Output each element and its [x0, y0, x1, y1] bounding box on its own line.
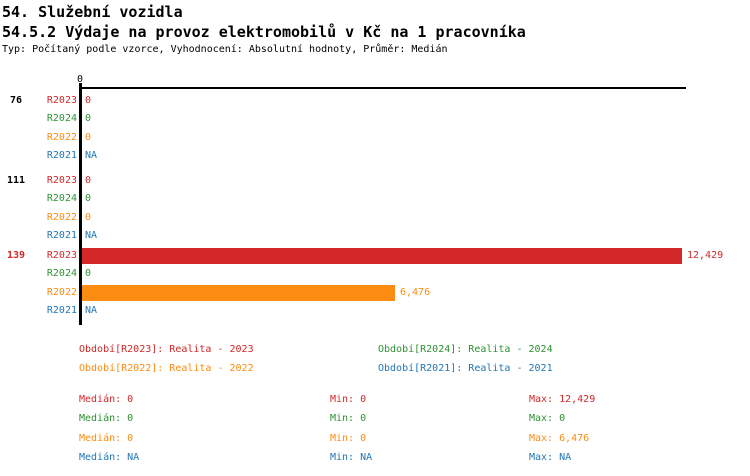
stat-min: Min: 0	[330, 413, 367, 424]
value-label: NA	[85, 230, 98, 241]
value-label: 0	[85, 193, 92, 204]
value-label: 0	[85, 113, 92, 124]
value-label: 12,429	[687, 250, 724, 261]
legend-item: Období[R2023]: Realita - 2023	[79, 344, 254, 355]
series-label: R2023	[46, 250, 77, 261]
value-label: 0	[85, 268, 92, 279]
bar	[82, 248, 682, 264]
series-label: R2024	[46, 193, 77, 204]
chart-row: R2021 NA	[0, 147, 750, 165]
legend-item: Období[R2022]: Realita - 2022	[79, 363, 254, 374]
x-axis-tick-label: 0	[76, 74, 84, 85]
bar	[82, 285, 395, 301]
chart-row: R2024 0	[0, 190, 750, 208]
chart-annotation: Typ: Počítaný podle vzorce, Vyhodnocení:…	[2, 44, 448, 55]
series-label: R2023	[46, 95, 77, 106]
series-label: R2023	[46, 175, 77, 186]
chart-row: R2021 NA	[0, 227, 750, 245]
value-label: 0	[85, 95, 92, 106]
series-label: R2021	[46, 150, 77, 161]
stat-min: Min: 0	[330, 433, 367, 444]
series-label: R2021	[46, 230, 77, 241]
series-label: R2022	[46, 287, 77, 298]
legend-item: Období[R2021]: Realita - 2021	[378, 363, 553, 374]
group-label: 139	[6, 250, 26, 261]
stat-max: Max: 6,476	[529, 433, 590, 444]
value-label: 6,476	[400, 287, 431, 298]
stat-max: Max: NA	[529, 452, 572, 463]
chart-row: R2024 0	[0, 110, 750, 128]
series-label: R2022	[46, 132, 77, 143]
x-axis-line	[81, 87, 686, 89]
value-label: 0	[85, 175, 92, 186]
stat-max: Max: 0	[529, 413, 566, 424]
chart-title: 54. Služební vozidla	[2, 3, 183, 21]
series-label: R2024	[46, 113, 77, 124]
chart-row: R2022 0	[0, 209, 750, 227]
stat-median: Medián: 0	[79, 394, 134, 405]
legend-item: Období[R2024]: Realita - 2024	[378, 344, 553, 355]
chart-row: 139 R2023 12,429	[0, 247, 750, 265]
series-label: R2024	[46, 268, 77, 279]
value-label: NA	[85, 305, 98, 316]
group-label: 111	[6, 175, 26, 186]
series-label: R2021	[46, 305, 77, 316]
chart-subtitle: 54.5.2 Výdaje na provoz elektromobilů v …	[2, 23, 526, 41]
value-label: 0	[85, 132, 92, 143]
chart-row: R2022 6,476	[0, 284, 750, 302]
value-label: NA	[85, 150, 98, 161]
stat-median: Medián: 0	[79, 413, 134, 424]
series-label: R2022	[46, 212, 77, 223]
chart-row: 76 R2023 0	[0, 92, 750, 110]
chart-row: R2022 0	[0, 129, 750, 147]
chart-row: R2021 NA	[0, 302, 750, 320]
stat-min: Min: 0	[330, 394, 367, 405]
stat-median: Medián: 0	[79, 433, 134, 444]
y-axis-line	[79, 83, 82, 325]
chart-row: R2024 0	[0, 265, 750, 283]
stat-max: Max: 12,429	[529, 394, 596, 405]
stat-min: Min: NA	[330, 452, 373, 463]
value-label: 0	[85, 212, 92, 223]
group-label: 76	[9, 95, 23, 106]
stat-median: Medián: NA	[79, 452, 140, 463]
chart-row: 111 R2023 0	[0, 172, 750, 190]
